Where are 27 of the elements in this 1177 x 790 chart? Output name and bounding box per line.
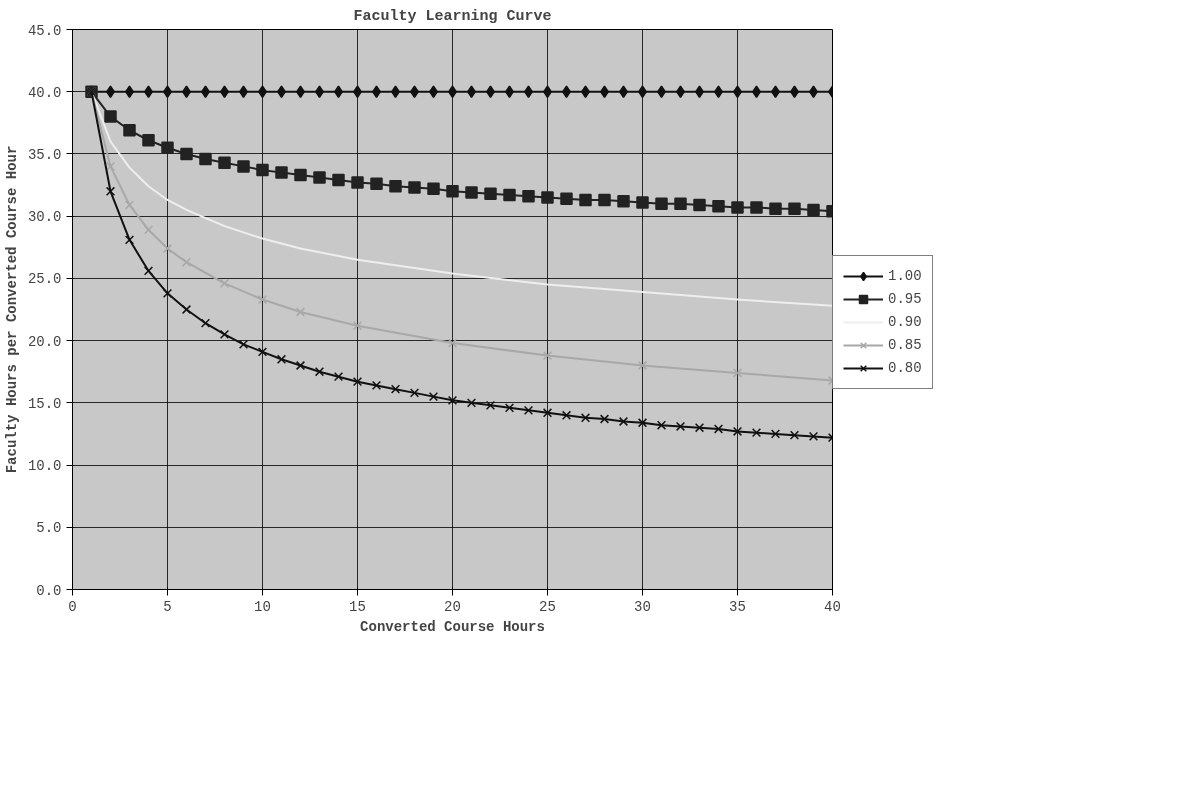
y-tick-label: 5.0 (36, 520, 62, 537)
x-tick-label: 30 (634, 598, 651, 615)
x-tick-label: 40 (824, 598, 841, 615)
y-axis-title: Faculty Hours per Converted Course Hour (3, 145, 20, 474)
x-tick-label: 15 (349, 598, 366, 615)
x-tick-label: 20 (444, 598, 461, 615)
x-tick-label: 35 (729, 598, 746, 615)
x-tick-label: 0 (68, 598, 77, 615)
x-tick-label: 25 (539, 598, 556, 615)
legend-label: 1.00 (888, 268, 922, 284)
y-tick-label: 15.0 (27, 395, 62, 412)
legend-label: 0.95 (888, 291, 922, 307)
y-tick-label: 30.0 (27, 209, 62, 226)
y-tick-label: 0.0 (36, 582, 62, 599)
x-axis-title: Converted Course Hours (360, 618, 545, 635)
y-tick-label: 40.0 (27, 84, 62, 101)
y-tick-label: 25.0 (27, 271, 62, 288)
x-tick-label: 10 (254, 598, 271, 615)
y-tick-label: 20.0 (27, 333, 62, 350)
legend-label: 0.80 (888, 360, 922, 376)
y-tick-label: 45.0 (27, 22, 62, 39)
chart-title: Faculty Learning Curve (353, 7, 552, 25)
legend-label: 0.85 (888, 337, 922, 353)
legend-label: 0.90 (888, 314, 922, 330)
x-tick-label: 5 (163, 598, 172, 615)
y-tick-label: 35.0 (27, 146, 62, 163)
y-tick-label: 10.0 (27, 458, 62, 475)
